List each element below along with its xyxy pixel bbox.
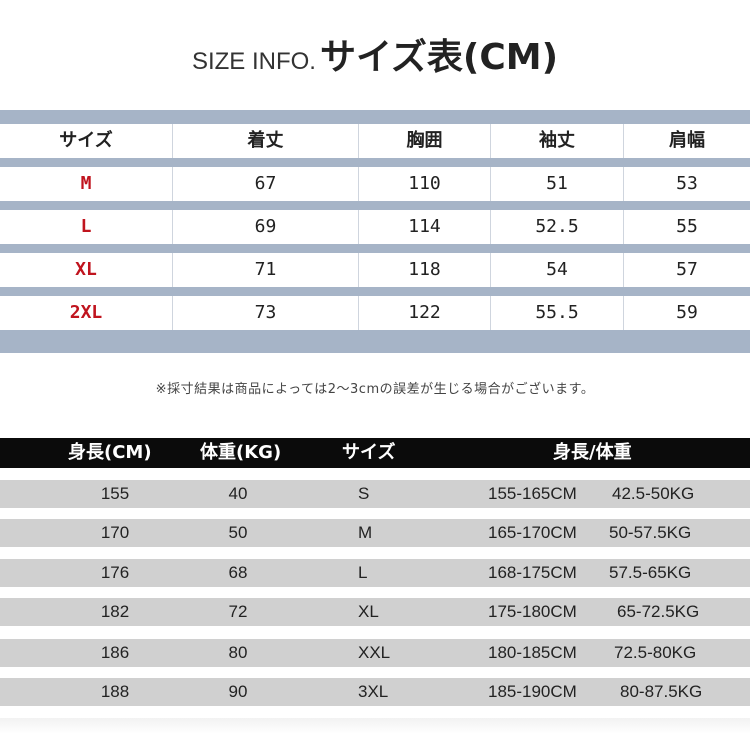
page-title: SIZE INFO. サイズ表(CM) xyxy=(0,28,750,80)
table-row: 186 80 XXL 180-185CM 72.5-80KG xyxy=(0,639,750,667)
size-label: XL xyxy=(75,259,97,280)
size-label: M xyxy=(80,173,92,194)
size-value: S xyxy=(358,484,370,503)
length-value: 73 xyxy=(172,296,358,330)
title-english: SIZE INFO. xyxy=(191,48,316,75)
weight-range: 57.5-65KG xyxy=(609,563,692,582)
height-value: 188 xyxy=(100,682,130,701)
shoulder-value: 53 xyxy=(623,167,750,201)
size-value: 3XL xyxy=(358,682,389,701)
table-row: M 67 110 51 53 xyxy=(0,167,750,201)
height-range: 180-185CM xyxy=(488,643,577,662)
chest-value: 122 xyxy=(358,296,490,330)
weight-range: 42.5-50KG xyxy=(612,484,695,503)
header-height: 身長(CM) xyxy=(68,442,152,463)
weight-value: 50 xyxy=(228,523,248,542)
weight-value: 68 xyxy=(228,563,248,582)
guide-table-header: 身長(CM) 体重(KG) サイズ 身長/体重 xyxy=(0,438,750,468)
table-row: 182 72 XL 175-180CM 65-72.5KG xyxy=(0,598,750,626)
weight-range: 80-87.5KG xyxy=(620,682,703,701)
size-value: XXL xyxy=(358,643,391,662)
table-row: 2XL 73 122 55.5 59 xyxy=(0,296,750,330)
size-value: XL xyxy=(358,602,379,621)
table-row: 176 68 L 168-175CM 57.5-65KG xyxy=(0,559,750,587)
size-label: 2XL xyxy=(69,302,103,323)
header-size: サイズ xyxy=(59,130,113,151)
sleeve-value: 54 xyxy=(490,253,623,287)
table-row: XL 71 118 54 57 xyxy=(0,253,750,287)
header-sleeve: 袖丈 xyxy=(490,124,623,158)
table-row: 170 50 M 165-170CM 50-57.5KG xyxy=(0,519,750,547)
size-value: L xyxy=(358,563,368,582)
header-height-weight: 身長/体重 xyxy=(553,442,632,463)
table-row: 155 40 S 155-165CM 42.5-50KG xyxy=(0,480,750,508)
title-japanese: サイズ表(CM) xyxy=(319,37,559,78)
header-length: 着丈 xyxy=(172,124,358,158)
chest-value: 118 xyxy=(358,253,490,287)
shoulder-value: 57 xyxy=(623,253,750,287)
height-value: 155 xyxy=(100,484,130,503)
header-weight: 体重(KG) xyxy=(200,442,282,463)
height-range: 168-175CM xyxy=(488,563,577,582)
header-chest: 胸囲 xyxy=(358,124,490,158)
height-range: 155-165CM xyxy=(488,484,577,503)
height-value: 170 xyxy=(100,523,130,542)
height-range: 175-180CM xyxy=(488,602,577,621)
table-row: 188 90 3XL 185-190CM 80-87.5KG xyxy=(0,678,750,706)
table-row: L 69 114 52.5 55 xyxy=(0,210,750,244)
height-range: 165-170CM xyxy=(488,523,577,542)
header-shoulder: 肩幅 xyxy=(623,124,750,158)
sleeve-value: 51 xyxy=(490,167,623,201)
bottom-fade xyxy=(0,718,750,734)
size-table-header: サイズ 着丈 胸囲 袖丈 肩幅 xyxy=(0,124,750,158)
header-size: サイズ xyxy=(342,442,396,463)
size-table: サイズ 着丈 胸囲 袖丈 肩幅 M 67 110 51 53 L 69 114 … xyxy=(0,110,750,353)
weight-range: 50-57.5KG xyxy=(609,523,692,542)
chest-value: 110 xyxy=(358,167,490,201)
weight-range: 65-72.5KG xyxy=(617,602,700,621)
weight-value: 90 xyxy=(228,682,248,701)
height-value: 182 xyxy=(100,602,130,621)
shoulder-value: 59 xyxy=(623,296,750,330)
measurement-note: ※採寸結果は商品によっては2～3cmの誤差が生じる場合がございます。 xyxy=(155,382,595,397)
length-value: 71 xyxy=(172,253,358,287)
length-value: 69 xyxy=(172,210,358,244)
length-value: 67 xyxy=(172,167,358,201)
weight-value: 72 xyxy=(228,602,248,621)
weight-value: 40 xyxy=(228,484,248,503)
weight-value: 80 xyxy=(228,643,248,662)
sleeve-value: 55.5 xyxy=(490,296,623,330)
weight-range: 72.5-80KG xyxy=(614,643,697,662)
shoulder-value: 55 xyxy=(623,210,750,244)
height-range: 185-190CM xyxy=(488,682,577,701)
size-value: M xyxy=(358,523,373,542)
chest-value: 114 xyxy=(358,210,490,244)
sleeve-value: 52.5 xyxy=(490,210,623,244)
height-value: 186 xyxy=(100,643,130,662)
height-value: 176 xyxy=(100,563,130,582)
size-label: L xyxy=(80,216,92,237)
